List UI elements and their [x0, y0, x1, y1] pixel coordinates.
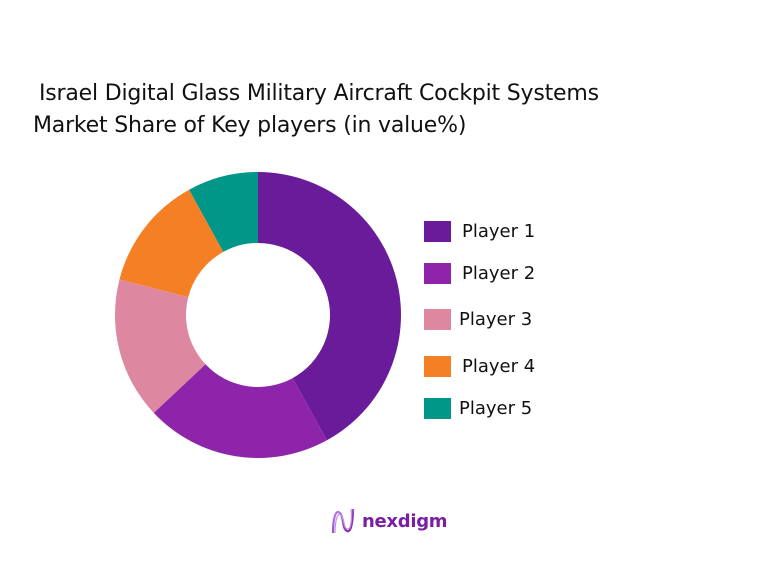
legend-label: Player 1: [462, 220, 536, 242]
legend-swatch: [424, 308, 451, 330]
chart-title: Israel Digital Glass Military Aircraft C…: [33, 78, 599, 142]
legend-item-player-2: Player 2: [424, 261, 624, 285]
legend-item-player-3: Player 3: [424, 307, 624, 331]
chart-title-line-2: Market Share of Key players (in value%): [33, 113, 467, 138]
donut-slice-player-2: [153, 364, 327, 458]
donut-slice-player-1: [258, 172, 401, 441]
legend-swatch: [424, 262, 451, 284]
nexdigm-wave-icon: [331, 508, 355, 534]
donut-slice-player-3: [114, 279, 206, 413]
nexdigm-logo: nexdigm: [330, 507, 448, 535]
legend-swatch: [424, 355, 451, 377]
donut-slice-player-4: [119, 189, 224, 298]
legend-label: Player 2: [462, 262, 536, 284]
chart-title-line-1: Israel Digital Glass Military Aircraft C…: [39, 81, 599, 106]
legend-swatch: [424, 220, 451, 242]
legend-label: Player 3: [459, 308, 533, 330]
donut-slice-player-5: [189, 172, 258, 252]
legend-label: Player 5: [459, 397, 533, 419]
legend-item-player-1: Player 1: [424, 219, 624, 243]
logo-text: nexdigm: [362, 510, 448, 532]
legend-swatch: [424, 397, 451, 419]
legend-item-player-4: Player 4: [424, 354, 624, 378]
donut-chart: [114, 172, 401, 458]
legend-item-player-5: Player 5: [424, 396, 624, 420]
legend-label: Player 4: [462, 355, 536, 377]
